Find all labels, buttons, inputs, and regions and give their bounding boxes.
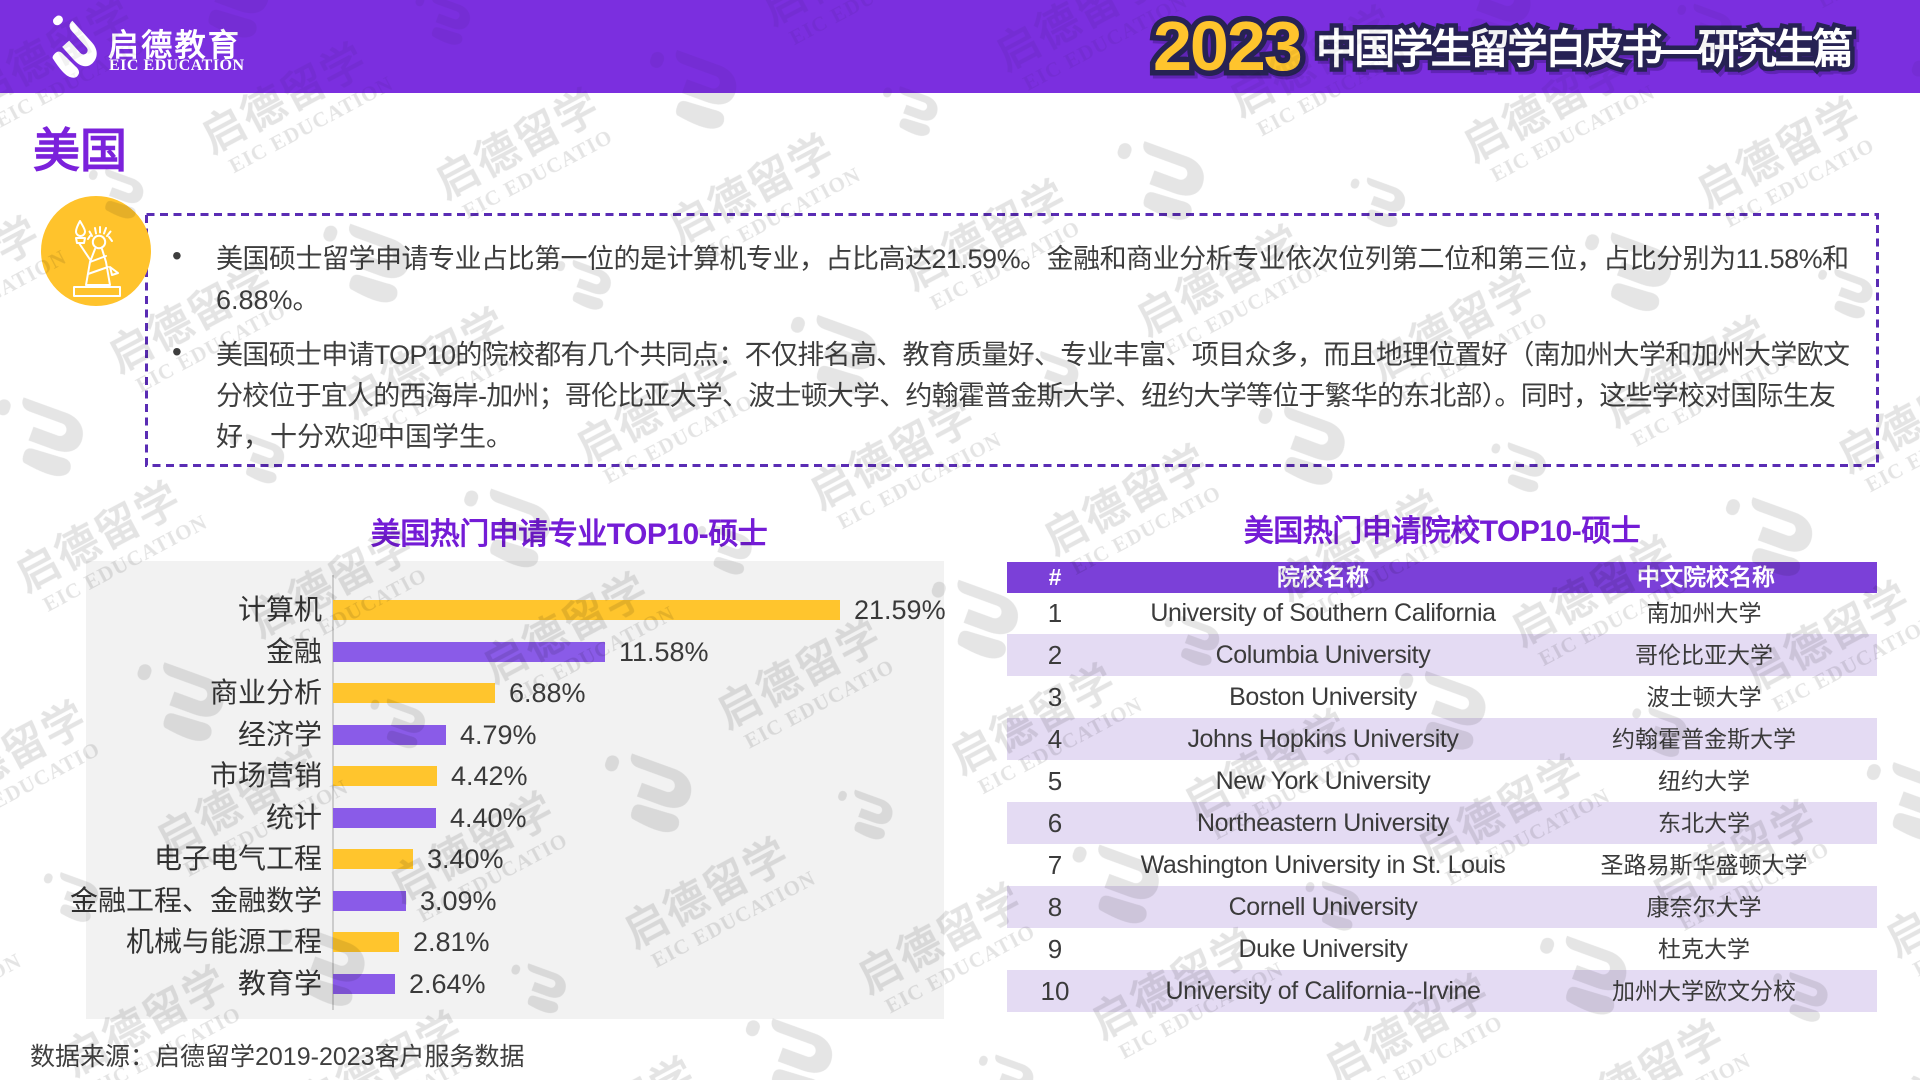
svg-text:2023: 2023 xyxy=(1153,7,1301,85)
svg-text:中国学生留学白皮书—研究生篇: 中国学生留学白皮书—研究生篇 xyxy=(1316,26,1853,72)
